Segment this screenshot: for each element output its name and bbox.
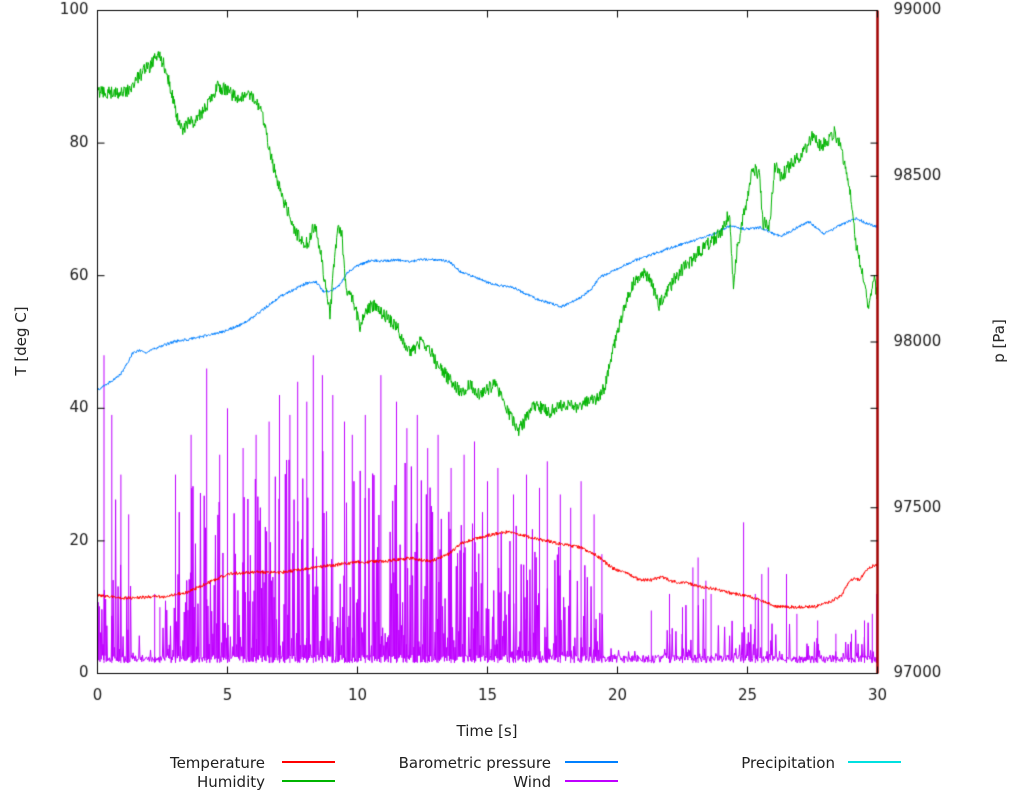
y2-axis-label: p [Pa] — [990, 319, 1008, 363]
legend-line-wind — [565, 780, 618, 782]
legend-label-wind: Wind — [513, 773, 551, 791]
y-axis-label: T [deg C] — [12, 306, 30, 376]
legend-line-temperature — [282, 761, 335, 763]
legend-line-barometric-pressure — [565, 761, 618, 763]
legend-line-humidity — [282, 780, 335, 782]
legend-label-humidity: Humidity — [196, 773, 265, 791]
legend-line-precipitation — [848, 761, 901, 763]
x-axis-label: Time [s] — [456, 722, 518, 740]
legend-label-barometric-pressure: Barometric pressure — [398, 754, 551, 772]
legend-label-temperature: Temperature — [169, 754, 265, 772]
legend-label-precipitation: Precipitation — [741, 754, 835, 772]
